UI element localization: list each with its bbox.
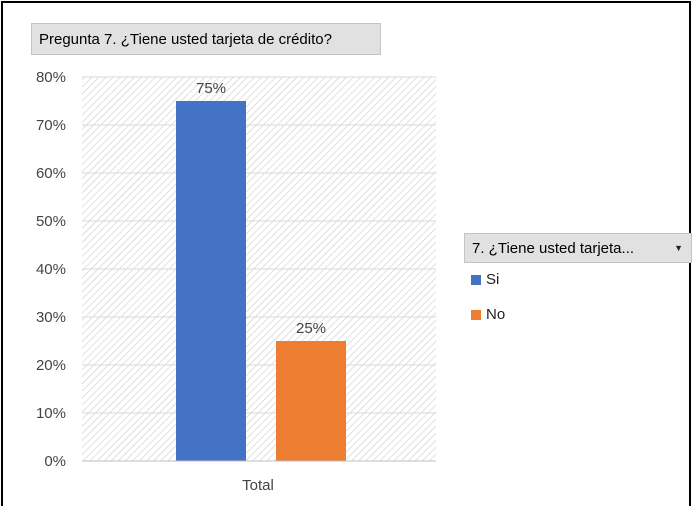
bars	[176, 101, 346, 461]
legend-label-si: Si	[486, 271, 500, 288]
y-tick-label: 50%	[36, 213, 66, 230]
bar-chart: 0% 10% 20% 30% 40% 50% 60% 70% 80% 75% 25% Total	[36, 69, 436, 494]
chart-title: Pregunta 7. ¿Tiene usted tarjeta de créd…	[31, 23, 381, 55]
y-tick-label: 70%	[36, 117, 66, 134]
legend-filter-dropdown[interactable]: 7. ¿Tiene usted tarjeta... ▼	[464, 233, 692, 263]
chart-title-text: Pregunta 7. ¿Tiene usted tarjeta de créd…	[39, 30, 332, 48]
data-labels: 75% 25%	[196, 80, 326, 337]
data-label-si: 75%	[196, 80, 226, 97]
legend-label-no: No	[486, 306, 506, 323]
y-tick-label: 80%	[36, 69, 66, 86]
y-tick-label: 30%	[36, 309, 66, 326]
bar-si[interactable]	[176, 101, 246, 461]
data-label-no: 25%	[296, 320, 326, 337]
legend-item-si[interactable]: Si	[471, 271, 499, 288]
legend-header-label: 7. ¿Tiene usted tarjeta...	[472, 239, 635, 257]
y-tick-label: 20%	[36, 357, 66, 374]
y-tick-label: 60%	[36, 165, 66, 182]
y-tick-label: 40%	[36, 261, 66, 278]
y-tick-label: 10%	[36, 405, 66, 422]
x-category-label: Total	[242, 477, 274, 494]
y-tick-label: 0%	[44, 453, 66, 470]
legend-swatch-si	[471, 274, 481, 285]
legend-item-no[interactable]: No	[471, 306, 505, 323]
y-axis: 0% 10% 20% 30% 40% 50% 60% 70% 80%	[36, 69, 66, 470]
legend-swatch-no	[471, 309, 481, 320]
chevron-down-icon: ▼	[674, 243, 683, 253]
gridlines	[82, 76, 436, 414]
bar-no[interactable]	[276, 341, 346, 461]
